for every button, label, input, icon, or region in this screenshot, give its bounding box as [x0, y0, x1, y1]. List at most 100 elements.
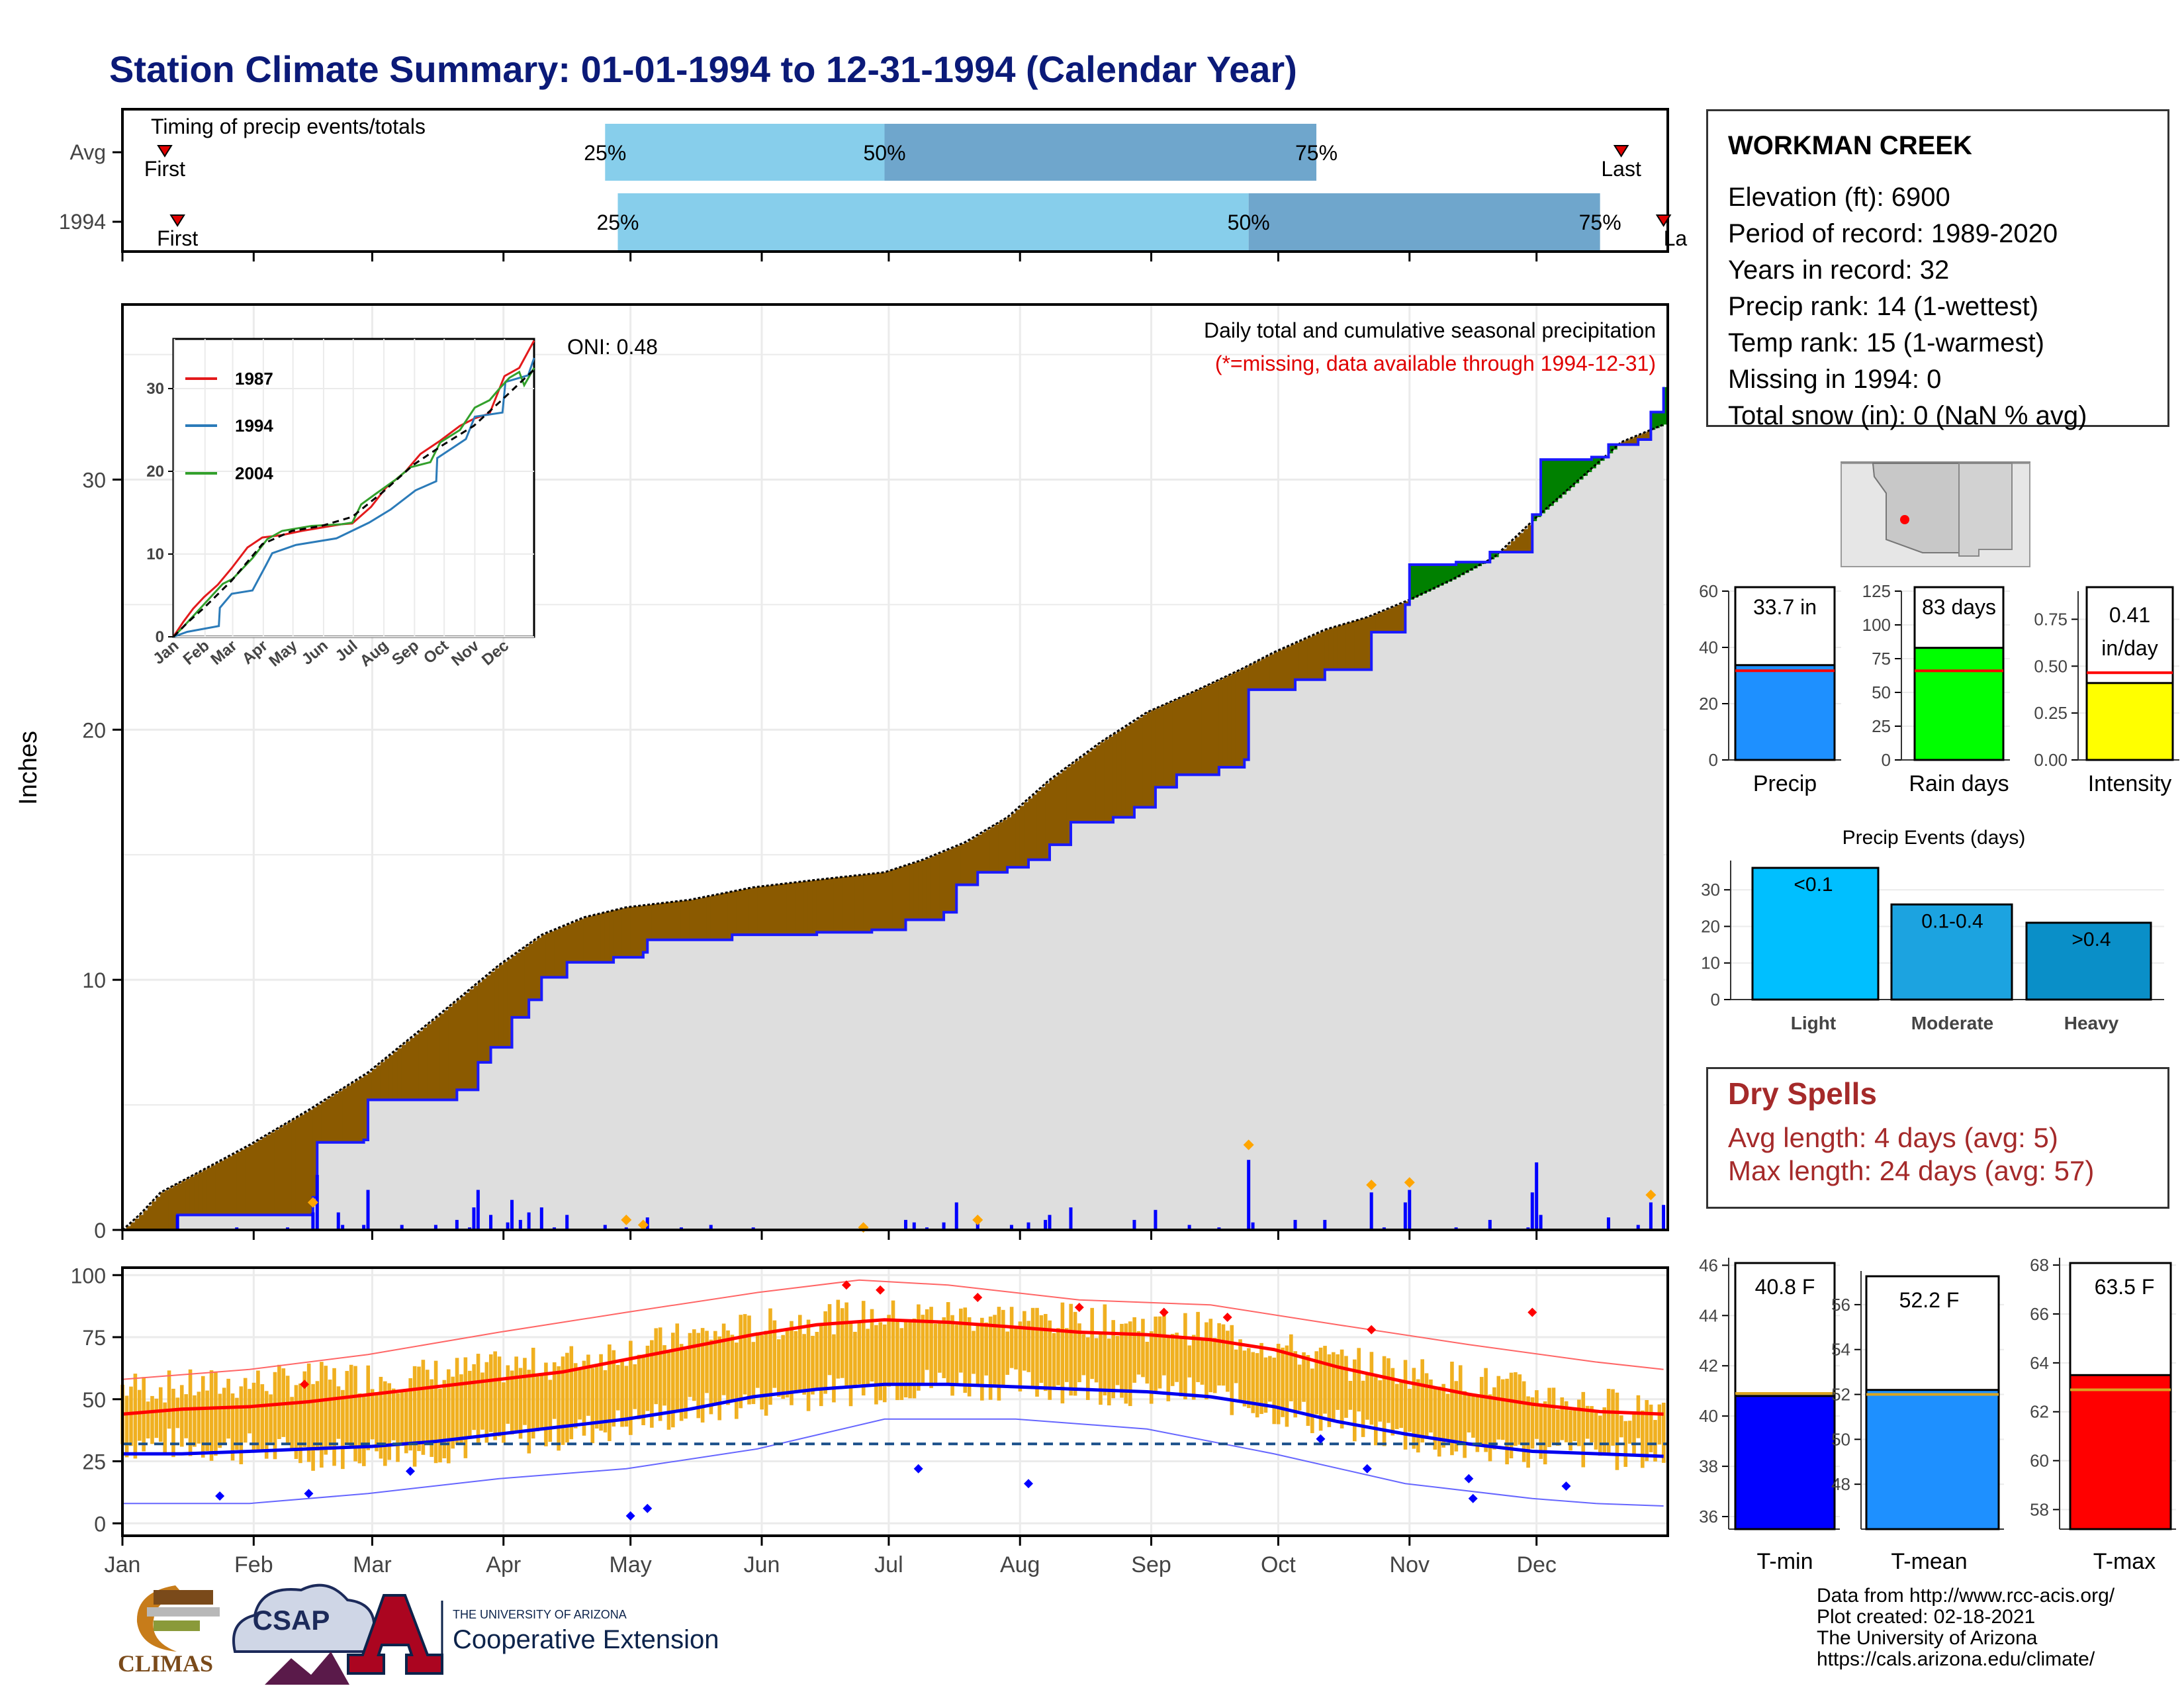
temp-daily-range-bar [1183, 1313, 1187, 1399]
precip-deficit-band [871, 873, 877, 930]
temp-daily-range-bar [1191, 1335, 1196, 1400]
temp-daily-range-bar [375, 1392, 379, 1452]
temp-daily-range-bar [426, 1370, 430, 1442]
temp-daily-range-bar [870, 1309, 874, 1382]
precip-deficit-band [1307, 637, 1313, 680]
temp-x-tick-label: Oct [1261, 1552, 1296, 1577]
temp-daily-range-bar [1154, 1316, 1158, 1391]
temp-daily-range-bar [124, 1395, 129, 1458]
temperature-panel: 0 25 50 75 100 Jan Feb Mar Apr May Jun Jul Aug Sep Oct… [71, 1264, 1669, 1577]
precip-deficit-band [1345, 623, 1351, 670]
precip-deficit-band [533, 941, 538, 1000]
totals-value-label: 83 days [1922, 595, 1996, 619]
temp-x-tick-label: Apr [486, 1552, 521, 1577]
temp-daily-range-bar [586, 1354, 590, 1416]
temp-daily-range-bar [785, 1329, 790, 1398]
precip-deficit-band [609, 911, 614, 962]
precip-deficit-band [659, 903, 665, 940]
precip-daily-bar [341, 1225, 345, 1230]
precip-surplus-band [1426, 564, 1432, 592]
temp-daily-range-bar [561, 1356, 565, 1445]
temp-daily-range-bar [467, 1370, 472, 1439]
inset-series-line [173, 357, 535, 638]
inset-series-line [172, 369, 535, 638]
precip-deficit-band [761, 886, 766, 935]
temp-daily-range-bar [1539, 1405, 1543, 1459]
temp-daily-range-bar [797, 1315, 802, 1392]
precip-deficit-band [1510, 541, 1516, 553]
precip-deficit-band [257, 1139, 263, 1215]
totals-y-tick-label: 125 [1862, 581, 1891, 601]
precip-daily-bar [175, 1215, 179, 1230]
precip-deficit-band [1095, 745, 1101, 823]
precip-deficit-band [604, 912, 610, 962]
temp-daily-range-bar [201, 1376, 205, 1458]
precip-deficit-band [1519, 533, 1524, 553]
totals-value-bar [1913, 647, 2005, 761]
precip-surplus-band [1565, 459, 1571, 491]
precip-deficit-band [524, 947, 529, 1017]
inset-y-tick-label: 0 [156, 628, 164, 646]
precip-deficit-band [621, 908, 627, 958]
precip-deficit-band [240, 1149, 246, 1215]
precip-surplus-band [1489, 552, 1495, 560]
temp-daily-range-bar [1141, 1319, 1145, 1378]
tempbar-y-tick-label: 52 [1831, 1385, 1850, 1405]
temp-daily-range-bar [1276, 1344, 1281, 1425]
precip-deficit-band [812, 880, 817, 935]
temp-daily-range-bar [446, 1369, 451, 1464]
temp-daily-range-bar [1611, 1389, 1615, 1446]
temp-daily-range-bar [184, 1394, 188, 1438]
temp-daily-range-bar [1641, 1410, 1645, 1468]
timing-last-label: La [1664, 226, 1688, 250]
precip-deficit-band [922, 859, 927, 920]
precip-surplus-band [1544, 459, 1550, 510]
temp-daily-range-bar [1496, 1376, 1501, 1440]
temp-daily-range-bar [222, 1387, 226, 1444]
precip-subtitle: (*=missing, data available through 1994-… [1215, 352, 1656, 375]
tempbar-y-tick-label: 44 [1699, 1305, 1718, 1325]
precip-deficit-band [837, 877, 843, 933]
precip-deficit-band [1371, 615, 1377, 632]
precip-daily-bar [1132, 1219, 1136, 1230]
inset-y-tick-label: 20 [146, 463, 164, 481]
precip-deficit-band [723, 893, 729, 940]
station-missing: Missing in 1994: 0 [1728, 365, 1942, 394]
precip-deficit-band [1244, 667, 1250, 760]
precip-deficit-band [638, 906, 644, 958]
precip-deficit-band [774, 884, 780, 935]
temp-daily-range-bar [535, 1376, 539, 1432]
precip-deficit-band [630, 906, 635, 958]
precip-deficit-band [203, 1170, 208, 1215]
totals-category-label: Rain days [1909, 771, 2009, 796]
temp-daily-range-bar [1179, 1336, 1183, 1397]
totals-y-tick-label: 0 [1882, 750, 1891, 770]
precip-deficit-band [854, 875, 860, 933]
temp-daily-range-bar [1378, 1380, 1382, 1422]
temp-record-low-marker [1468, 1493, 1478, 1503]
precip-deficit-band [359, 1078, 365, 1143]
temp-x-tick-label: Jan [105, 1552, 141, 1577]
precip-deficit-band [1058, 773, 1063, 845]
temp-daily-range-bar [1103, 1304, 1107, 1395]
precip-deficit-band [634, 906, 639, 958]
timing-quantile-label: 25% [584, 141, 626, 165]
temp-daily-range-bar [684, 1350, 688, 1419]
precip-deficit-band [528, 943, 534, 1000]
precip-deficit-band [401, 1045, 407, 1100]
precip-surplus-band [1659, 412, 1664, 427]
temp-daily-range-bar [1632, 1411, 1636, 1455]
temp-daily-range-bar [1408, 1388, 1412, 1432]
precip-deficit-band [876, 873, 881, 930]
precip-surplus-band [1595, 457, 1601, 465]
precip-deficit-band [1303, 639, 1308, 680]
temp-daily-range-bar [264, 1391, 269, 1459]
temp-daily-range-bar [743, 1314, 747, 1395]
temp-daily-range-bar [294, 1385, 298, 1460]
temp-daily-range-bar [1268, 1356, 1272, 1402]
precip-deficit-band [448, 1006, 453, 1100]
ua-logo-a [347, 1594, 443, 1675]
temp-daily-range-bar [997, 1307, 1001, 1401]
precip-deficit-band [752, 887, 758, 935]
temp-daily-range-bar [315, 1381, 320, 1451]
